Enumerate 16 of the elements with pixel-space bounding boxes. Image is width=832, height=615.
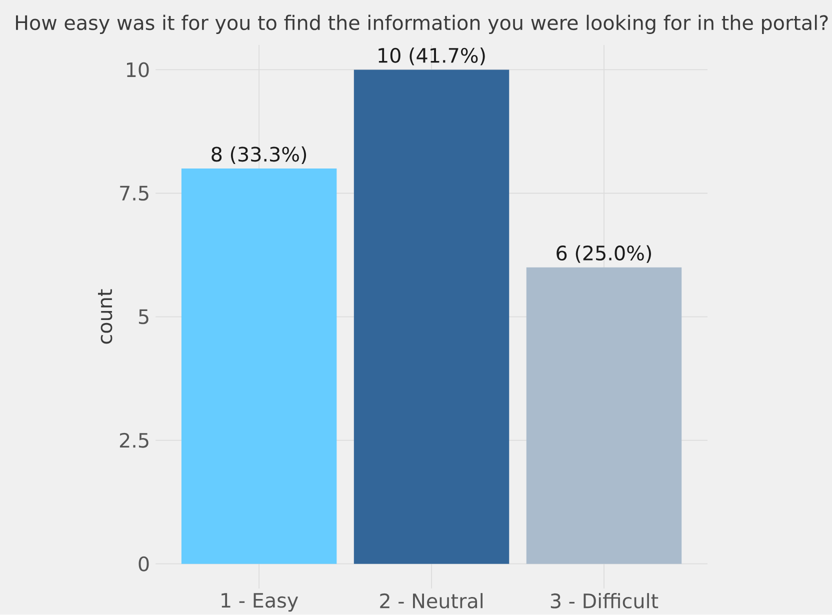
data-label: 10 (41.7%) [378, 48, 485, 66]
y-tick-label: 10 [127, 62, 149, 78]
x-tick-label: 1 - Easy [222, 593, 298, 612]
bar [354, 70, 510, 564]
y-tick-label: 5 [138, 310, 148, 324]
x-tick-label: 3 - Difficult [550, 593, 658, 609]
bar [526, 268, 682, 564]
y-tick-label: 7.5 [120, 186, 148, 201]
y-tick-label: 0 [138, 556, 149, 572]
data-label: 8 (33.3%) [212, 146, 306, 164]
bar [181, 168, 337, 564]
y-axis-title: count [98, 289, 112, 344]
data-label: 6 (25.0%) [556, 245, 651, 264]
y-tick-label: 2.5 [120, 432, 148, 448]
chart-title: How easy was it for you to find the information you were looking for in the portal? [16, 14, 828, 34]
x-tick-label: 2 - Neutral [380, 593, 482, 609]
